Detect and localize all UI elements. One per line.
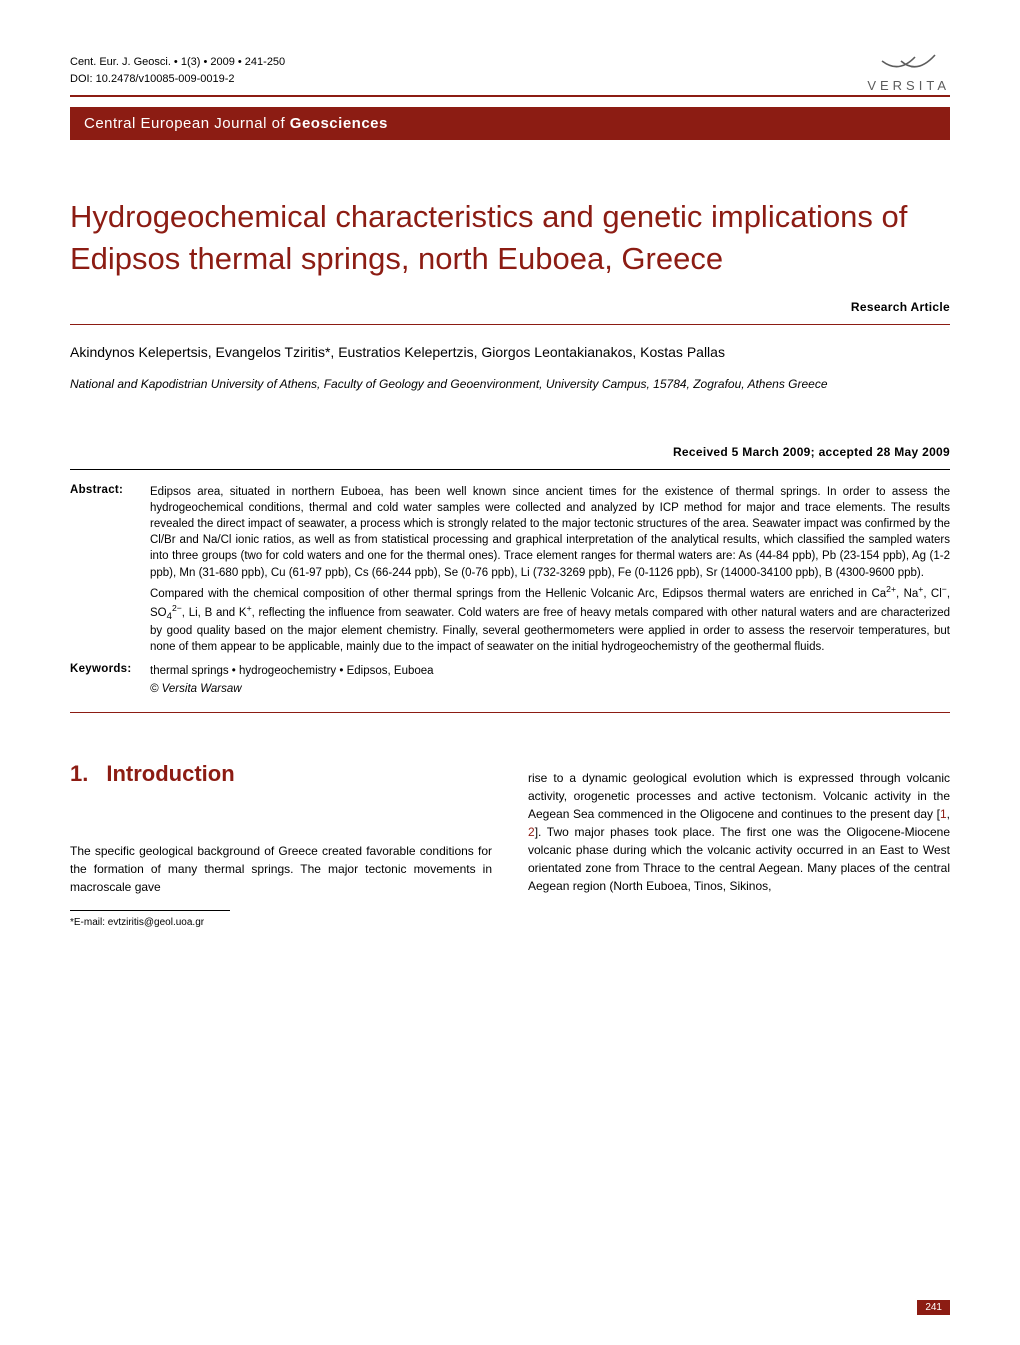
page-number: 241 xyxy=(917,1300,950,1315)
publisher-name: VERSITA xyxy=(867,78,950,93)
divider xyxy=(70,469,950,470)
journal-banner: Central European Journal of Geosciences xyxy=(70,107,950,140)
keywords-list: thermal springs • hydrogeochemistry • Ed… xyxy=(150,663,950,680)
body-columns: 1. Introduction The specific geological b… xyxy=(70,757,950,930)
abstract-text: Edipsos area, situated in northern Euboe… xyxy=(150,484,950,657)
copyright: © Versita Warsaw xyxy=(150,681,950,698)
journal-name-bold: Geosciences xyxy=(290,115,388,132)
divider xyxy=(70,712,950,713)
abstract-para2: Compared with the chemical composition o… xyxy=(150,583,950,656)
received-accepted-dates: Received 5 March 2009; accepted 28 May 2… xyxy=(70,445,950,459)
abstract-block: Abstract: Edipsos area, situated in nort… xyxy=(70,484,950,657)
citation-line1: Cent. Eur. J. Geosci. • 1(3) • 2009 • 24… xyxy=(70,54,285,71)
page-header: Cent. Eur. J. Geosci. • 1(3) • 2009 • 24… xyxy=(70,54,950,97)
section-number: 1. xyxy=(70,761,88,786)
article-title: Hydrogeochemical characteristics and gen… xyxy=(70,196,950,280)
footnote-separator xyxy=(70,910,230,911)
citation-block: Cent. Eur. J. Geosci. • 1(3) • 2009 • 24… xyxy=(70,54,285,95)
publisher-logo: VERSITA xyxy=(867,54,950,93)
right-column: rise to a dynamic geological evolution w… xyxy=(528,757,950,930)
keywords-text: thermal springs • hydrogeochemistry • Ed… xyxy=(150,663,950,698)
journal-name-prefix: Central European Journal of xyxy=(84,115,290,132)
divider xyxy=(70,324,950,325)
abstract-label: Abstract: xyxy=(70,484,150,657)
section-heading: 1. Introduction xyxy=(70,757,492,790)
intro-paragraph-left: The specific geological background of Gr… xyxy=(70,842,492,896)
keywords-block: Keywords: thermal springs • hydrogeochem… xyxy=(70,663,950,698)
authors: Akindynos Kelepertsis, Evangelos Tziriti… xyxy=(70,343,950,363)
section-title: Introduction xyxy=(106,761,234,786)
intro-paragraph-right: rise to a dynamic geological evolution w… xyxy=(528,769,950,895)
abstract-para1: Edipsos area, situated in northern Euboe… xyxy=(150,484,950,581)
citation-ref-1[interactable]: 1 xyxy=(940,807,947,821)
versita-swoosh-icon xyxy=(879,54,939,76)
corresponding-email-footnote: *E-mail: evtziritis@geol.uoa.gr xyxy=(70,915,492,930)
article-type: Research Article xyxy=(70,300,950,314)
citation-line2: DOI: 10.2478/v10085-009-0019-2 xyxy=(70,71,285,88)
left-column: 1. Introduction The specific geological b… xyxy=(70,757,492,930)
citation-ref-2[interactable]: 2 xyxy=(528,825,535,839)
affiliation: National and Kapodistrian University of … xyxy=(70,376,950,393)
keywords-label: Keywords: xyxy=(70,663,150,698)
